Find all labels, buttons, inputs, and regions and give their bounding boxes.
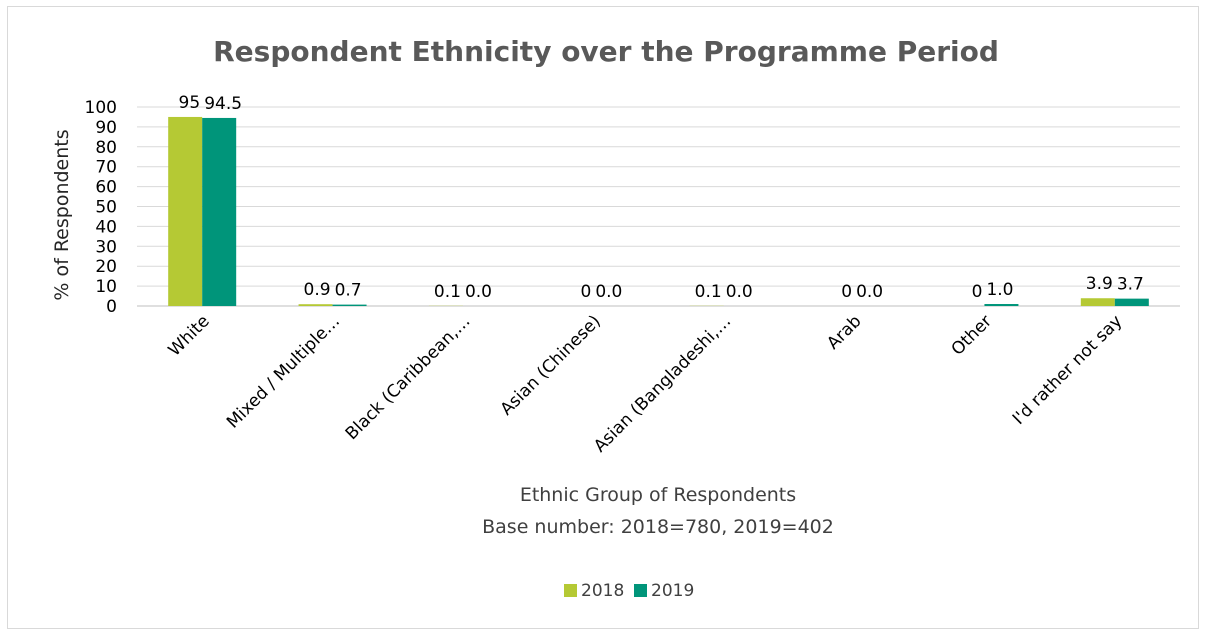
data-label: 3.9 (1086, 274, 1113, 294)
bar-2019 (332, 304, 367, 306)
data-label: 95 (179, 93, 201, 113)
y-tick-label: 50 (95, 198, 117, 218)
y-tick-label: 0 (106, 297, 117, 317)
data-labels: 95 94.50.9 0.7 0.1 0.0 0 0.0 0.1 0.0 0 0.0 0 1.0 3.9 3… (179, 93, 1144, 302)
chart-frame (7, 6, 1199, 629)
chart-title: Respondent Ethnicity over the Programme … (213, 35, 999, 68)
legend-label-2019: 2019 (651, 581, 694, 601)
data-label: 0.9 (304, 280, 331, 300)
category-label: White (165, 311, 214, 360)
bars (168, 116, 1149, 306)
bar-2019 (1114, 298, 1149, 306)
y-tick-label: 10 (95, 277, 117, 297)
category-label: Other (948, 311, 996, 359)
data-label: 0.7 (335, 281, 362, 301)
y-tick-label: 20 (95, 257, 117, 277)
category-label: Black (Caribbean,… (342, 311, 475, 444)
legend-swatch-2018 (564, 584, 577, 597)
category-label: Mixed / Multiple… (223, 311, 344, 432)
data-label: 0.0 (465, 282, 492, 302)
legend-label-2018: 2018 (581, 581, 624, 601)
category-label: I'd rather not say (1009, 311, 1127, 429)
y-tick-label: 80 (95, 138, 117, 158)
y-tick-label: 60 (95, 178, 117, 198)
data-label: 3.7 (1117, 275, 1144, 295)
data-label: 94.5 (204, 94, 242, 114)
data-label: 0.0 (595, 282, 622, 302)
y-axis-title: % of Respondents (51, 129, 73, 300)
bar-2019 (202, 117, 237, 306)
legend: 2018 2019 (564, 581, 694, 601)
bar-2019 (984, 304, 1019, 306)
data-label: 0 (580, 282, 591, 302)
category-labels: White Mixed / Multiple…Black (Caribbean,…… (165, 311, 1127, 456)
data-label: 0.0 (726, 282, 753, 302)
bar-2018 (1080, 298, 1115, 306)
bar-2018 (168, 116, 203, 306)
chart-subtitle: Base number: 2018=780, 2019=402 (482, 516, 834, 538)
y-tick-label: 30 (95, 237, 117, 257)
y-tick-label: 70 (95, 158, 117, 178)
legend-swatch-2019 (634, 584, 647, 597)
data-label: 0 (841, 282, 852, 302)
y-tick-label: 100 (85, 98, 117, 118)
category-label: Arab (823, 311, 865, 353)
y-tick-label: 90 (95, 118, 117, 138)
x-axis-title: Ethnic Group of Respondents (520, 484, 796, 506)
gridlines (137, 106, 1180, 307)
data-label: 0.1 (695, 282, 722, 302)
data-label: 0 (972, 282, 983, 302)
y-tick-label: 40 (95, 217, 117, 237)
data-label: 1.0 (986, 280, 1013, 300)
category-label: Asian (Chinese) (497, 311, 605, 419)
data-label: 0.0 (856, 282, 883, 302)
data-label: 0.1 (434, 282, 461, 302)
bar-2018 (298, 304, 333, 306)
category-label: Asian (Bangladeshi,… (590, 311, 735, 456)
